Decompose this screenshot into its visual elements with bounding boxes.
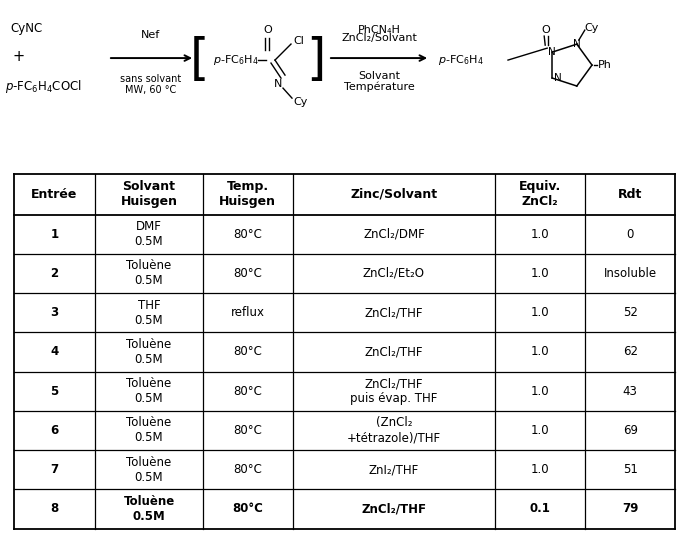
Text: Solvant: Solvant [358, 71, 400, 81]
Text: ZnCl₂/Et₂O: ZnCl₂/Et₂O [363, 267, 425, 280]
Text: 2: 2 [50, 267, 59, 280]
Text: 80°C: 80°C [234, 267, 263, 280]
Text: reflux: reflux [231, 306, 265, 319]
Text: 52: 52 [623, 306, 637, 319]
Text: 0: 0 [626, 227, 634, 241]
Text: 8: 8 [50, 502, 59, 515]
Text: Toluène
0.5M: Toluène 0.5M [126, 417, 172, 444]
Text: 62: 62 [623, 345, 638, 358]
Text: ZnCl₂/Solvant: ZnCl₂/Solvant [341, 33, 417, 43]
Text: N: N [274, 79, 282, 89]
Text: Entrée: Entrée [31, 187, 78, 201]
Text: 1.0: 1.0 [531, 463, 549, 476]
Text: ZnCl₂/THF: ZnCl₂/THF [364, 306, 423, 319]
Text: Temp.
Huisgen: Temp. Huisgen [219, 180, 276, 208]
Text: ZnCl₂/THF
puis évap. THF: ZnCl₂/THF puis évap. THF [350, 377, 438, 405]
Text: Rdt: Rdt [618, 187, 642, 201]
Text: 80°C: 80°C [234, 384, 263, 398]
Text: N: N [573, 39, 581, 49]
Text: 80°C: 80°C [232, 502, 263, 515]
Text: CyNC: CyNC [10, 21, 42, 35]
Text: 43: 43 [623, 384, 637, 398]
Text: Cy: Cy [293, 97, 307, 107]
Text: [: [ [190, 36, 209, 84]
Text: 4: 4 [50, 345, 59, 358]
Text: $p$-FC$_6$H$_4$: $p$-FC$_6$H$_4$ [438, 53, 484, 67]
Text: N: N [548, 47, 556, 57]
Text: $p$-FC$_6$H$_4$: $p$-FC$_6$H$_4$ [213, 53, 258, 67]
Text: ZnCl₂/THF: ZnCl₂/THF [362, 502, 426, 515]
Text: Toluène
0.5M: Toluène 0.5M [126, 338, 172, 366]
Text: Zinc/Solvant: Zinc/Solvant [350, 187, 438, 201]
Text: Insoluble: Insoluble [604, 267, 657, 280]
Text: 1.0: 1.0 [531, 267, 549, 280]
Text: 1.0: 1.0 [531, 345, 549, 358]
Text: Toluène
0.5M: Toluène 0.5M [126, 456, 172, 484]
Text: +: + [12, 49, 24, 64]
Text: sans solvant: sans solvant [121, 74, 182, 84]
Text: 7: 7 [50, 463, 59, 476]
Text: Cy: Cy [585, 23, 599, 33]
Text: 69: 69 [623, 424, 638, 437]
Text: ZnCl₂/DMF: ZnCl₂/DMF [363, 227, 425, 241]
Text: 1: 1 [50, 227, 59, 241]
Text: 1.0: 1.0 [531, 424, 549, 437]
Text: $p$-FC$_6$H$_4$COCl: $p$-FC$_6$H$_4$COCl [5, 77, 82, 95]
Text: 5: 5 [50, 384, 59, 398]
Text: PhCN₄H: PhCN₄H [358, 25, 400, 35]
Text: ZnCl₂/THF: ZnCl₂/THF [364, 345, 423, 358]
Text: 3: 3 [50, 306, 59, 319]
Text: ]: ] [307, 36, 326, 84]
Text: 79: 79 [622, 502, 639, 515]
Text: 80°C: 80°C [234, 227, 263, 241]
Text: Toluène
0.5M: Toluène 0.5M [126, 260, 172, 287]
Text: Toluène
0.5M: Toluène 0.5M [126, 377, 172, 405]
Text: O: O [264, 25, 272, 35]
Text: THF
0.5M: THF 0.5M [135, 299, 163, 327]
Text: 0.1: 0.1 [530, 502, 551, 515]
Text: ZnI₂/THF: ZnI₂/THF [369, 463, 419, 476]
Text: Nef: Nef [141, 30, 161, 40]
Text: Toluène
0.5M: Toluène 0.5M [123, 495, 174, 523]
Text: Solvant
Huisgen: Solvant Huisgen [121, 180, 178, 208]
Text: Equiv.
ZnCl₂: Equiv. ZnCl₂ [519, 180, 561, 208]
Text: 1.0: 1.0 [531, 306, 549, 319]
Text: 80°C: 80°C [234, 424, 263, 437]
Text: DMF
0.5M: DMF 0.5M [135, 220, 163, 248]
Text: Température: Température [344, 81, 414, 92]
Text: 51: 51 [623, 463, 637, 476]
Text: MW, 60 °C: MW, 60 °C [125, 85, 176, 95]
Text: O: O [542, 25, 551, 35]
Text: 80°C: 80°C [234, 463, 263, 476]
Text: 1.0: 1.0 [531, 227, 549, 241]
Text: 6: 6 [50, 424, 59, 437]
Text: Cl: Cl [293, 36, 304, 46]
Text: (ZnCl₂
+tétrazole)/THF: (ZnCl₂ +tétrazole)/THF [347, 417, 441, 444]
Text: 1.0: 1.0 [531, 384, 549, 398]
Text: Ph: Ph [598, 60, 612, 70]
Text: N: N [554, 73, 562, 83]
Text: 80°C: 80°C [234, 345, 263, 358]
